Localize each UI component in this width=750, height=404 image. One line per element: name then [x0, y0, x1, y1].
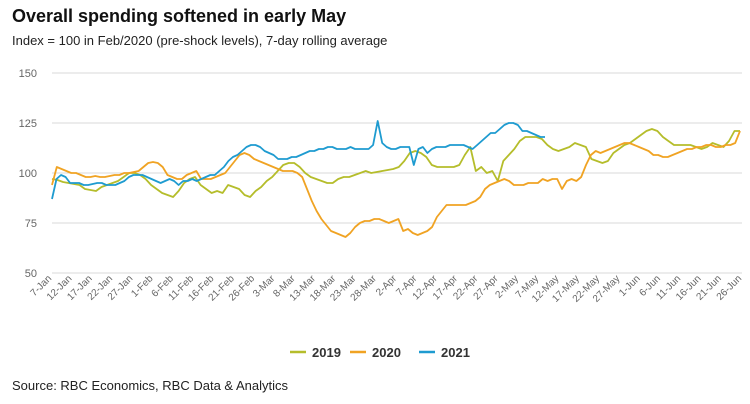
- x-tick-label: 1-Feb: [129, 273, 156, 300]
- y-tick-label: 75: [25, 218, 37, 230]
- y-tick-label: 150: [19, 68, 37, 80]
- x-tick-label: 1-Jun: [617, 273, 642, 298]
- series-line-2021: [51, 120, 545, 200]
- legend-label: 2021: [441, 345, 470, 360]
- x-tick-label: 2-Apr: [374, 273, 400, 299]
- legend-label: 2020: [372, 345, 401, 360]
- source-note: Source: RBC Economics, RBC Data & Analyt…: [12, 378, 288, 393]
- chart-subtitle: Index = 100 in Feb/2020 (pre-shock level…: [12, 33, 388, 48]
- gridlines: [52, 72, 742, 274]
- chart-title: Overall spending softened in early May: [12, 6, 347, 26]
- x-axis: 7-Jan12-Jan17-Jan22-Jan27-Jan1-Feb6-Feb1…: [29, 273, 744, 305]
- y-tick-label: 50: [25, 268, 37, 280]
- series-line-2020: [51, 130, 741, 238]
- y-axis: 50 75 100 125 150: [19, 68, 37, 280]
- legend-label: 2019: [312, 345, 341, 360]
- legend: 2019 2020 2021: [290, 345, 470, 360]
- y-tick-label: 100: [19, 168, 37, 180]
- series-line-2019: [51, 128, 740, 198]
- y-tick-label: 125: [19, 118, 37, 130]
- series-lines: [51, 120, 741, 238]
